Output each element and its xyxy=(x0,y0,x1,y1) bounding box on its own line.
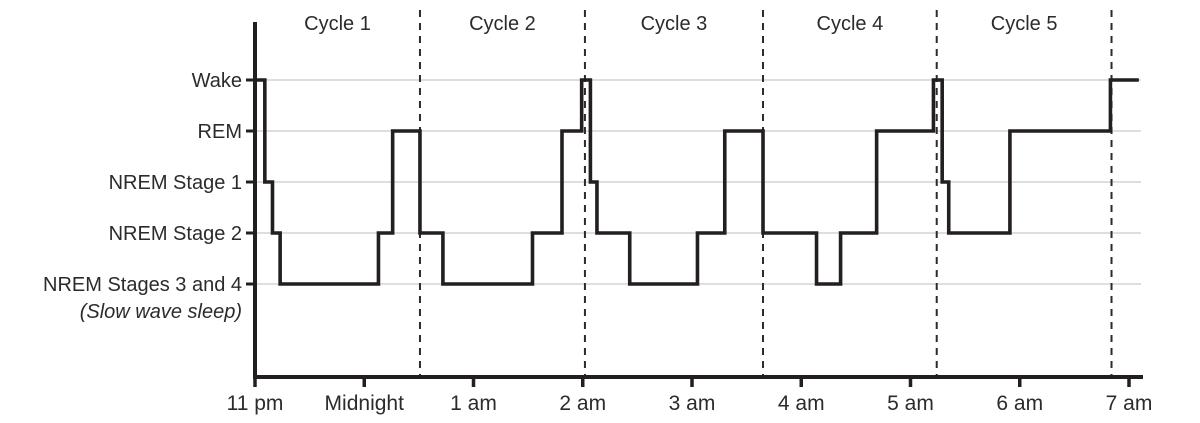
y-stage-label-4: NREM Stages 3 and 4 xyxy=(43,274,242,296)
x-tick-label-1: Midnight xyxy=(325,392,405,415)
x-tick-label-5: 4 am xyxy=(778,392,825,415)
cycle-label-3: Cycle 3 xyxy=(641,13,708,35)
y-stage-sublabel: (Slow wave sleep) xyxy=(80,301,242,323)
cycle-label-1: Cycle 1 xyxy=(304,13,371,35)
y-stage-label-3: NREM Stage 2 xyxy=(109,223,242,245)
y-stage-label-1: REM xyxy=(198,121,242,143)
x-tick-label-4: 3 am xyxy=(669,392,716,415)
x-tick-label-3: 2 am xyxy=(559,392,606,415)
x-tick-label-0: 11 pm xyxy=(227,392,284,415)
x-tick-label-6: 5 am xyxy=(887,392,934,415)
cycle-label-2: Cycle 2 xyxy=(469,13,536,35)
sleep-stage-trace xyxy=(255,78,1139,286)
cycle-label-4: Cycle 4 xyxy=(817,13,884,35)
x-tick-label-7: 6 am xyxy=(996,392,1043,415)
y-stage-label-0: Wake xyxy=(192,70,242,92)
x-tick-label-2: 1 am xyxy=(450,392,497,415)
cycle-label-5: Cycle 5 xyxy=(991,13,1058,35)
y-stage-label-2: NREM Stage 1 xyxy=(109,172,242,194)
x-tick-label-8: 7 am xyxy=(1106,392,1153,415)
